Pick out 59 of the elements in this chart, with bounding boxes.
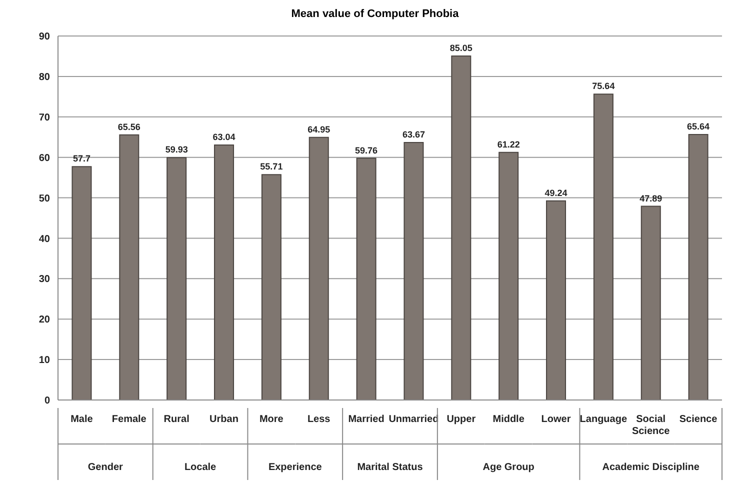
data-label: 47.89 bbox=[640, 193, 662, 204]
y-tick-label: 90 bbox=[38, 32, 50, 43]
text: Marital Status bbox=[357, 462, 424, 473]
x-tick-label: Lower bbox=[541, 414, 571, 425]
bar bbox=[72, 166, 92, 400]
data-label: 75.64 bbox=[592, 81, 615, 92]
x-tick-label: Less bbox=[307, 414, 331, 425]
x-tick-label: Language bbox=[580, 414, 628, 425]
y-tick-label: 0 bbox=[44, 396, 50, 407]
x-tick-label: More bbox=[259, 414, 284, 425]
bar bbox=[214, 144, 234, 400]
x-tick-label: Middle bbox=[492, 414, 525, 425]
data-label: 59.76 bbox=[355, 145, 378, 156]
x-tick-label: Urban bbox=[210, 414, 238, 425]
x-tick-label: Science bbox=[679, 414, 718, 425]
data-label: 63.67 bbox=[402, 129, 425, 140]
bar bbox=[166, 157, 187, 400]
y-tick-label: 20 bbox=[38, 314, 50, 326]
bar bbox=[451, 56, 472, 400]
bar bbox=[546, 200, 566, 400]
text: Gender bbox=[88, 462, 124, 473]
y-tick-label: 10 bbox=[38, 355, 50, 366]
bar bbox=[640, 206, 661, 400]
bar bbox=[404, 142, 424, 400]
x-tick-label: Unmarried bbox=[388, 414, 439, 425]
data-label: 59.93 bbox=[165, 144, 188, 155]
data-label: 65.64 bbox=[687, 122, 710, 132]
data-label: 64.95 bbox=[308, 124, 330, 134]
y-tick-label: 80 bbox=[38, 72, 50, 83]
text: Experience bbox=[268, 462, 322, 473]
x-tick-label: Rural bbox=[164, 414, 190, 425]
data-label: 63.04 bbox=[212, 132, 236, 142]
x-tick-label: Upper bbox=[446, 414, 476, 425]
data-label: 55.71 bbox=[260, 162, 283, 172]
y-tick-label: 60 bbox=[38, 152, 50, 164]
bar bbox=[356, 158, 376, 400]
data-label: 65.56 bbox=[118, 122, 140, 132]
data-label: 57.7 bbox=[72, 154, 90, 164]
bar bbox=[593, 94, 614, 400]
y-tick-label: 40 bbox=[38, 234, 50, 245]
y-tick-label: 70 bbox=[38, 112, 50, 124]
x-tick-label: Married bbox=[348, 414, 384, 425]
y-tick-label: 30 bbox=[38, 274, 50, 286]
text: Locale bbox=[184, 462, 217, 473]
x-tick-label: Social Science bbox=[632, 414, 670, 437]
x-tick-label: Male bbox=[70, 414, 94, 425]
y-tick-label: 50 bbox=[38, 193, 50, 204]
text: Age Group bbox=[482, 462, 534, 473]
bar bbox=[308, 136, 329, 400]
x-tick-label: Female bbox=[112, 414, 147, 425]
chart-title: Mean value of Computer Phobia bbox=[290, 8, 460, 20]
data-label: 61.22 bbox=[497, 139, 520, 150]
bar bbox=[688, 134, 708, 400]
bar bbox=[119, 134, 140, 400]
bar bbox=[261, 174, 282, 400]
bar bbox=[498, 152, 519, 400]
data-label: 49.24 bbox=[544, 188, 568, 198]
text: Academic Discipline bbox=[602, 462, 700, 473]
data-label: 85.05 bbox=[450, 43, 472, 54]
